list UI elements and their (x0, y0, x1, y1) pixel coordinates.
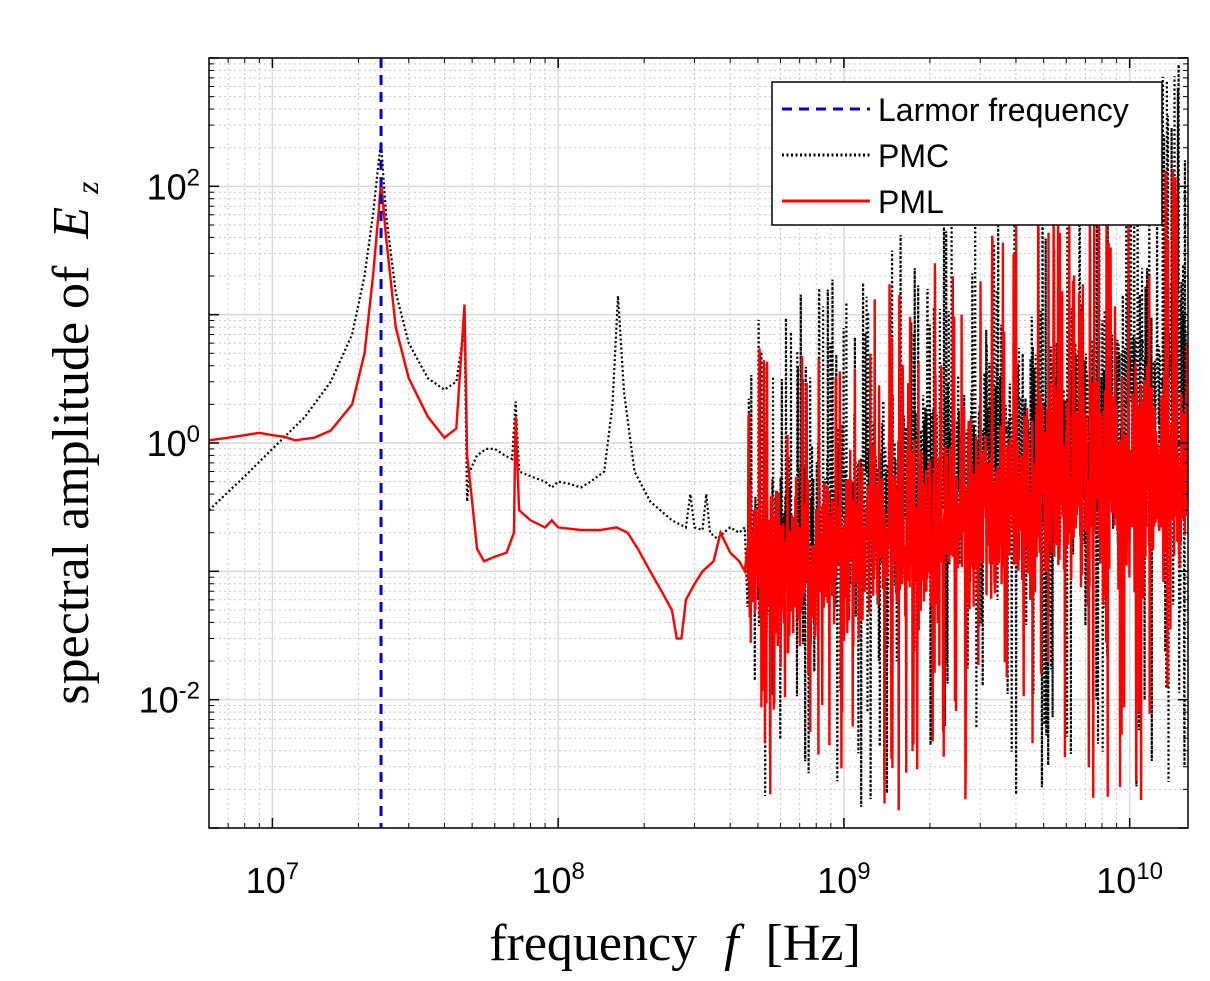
x-tick-label-base: 10 (531, 860, 571, 901)
y-tick-label: 10-2 (139, 678, 200, 721)
y-tick-label-exponent: -2 (179, 678, 200, 705)
x-axis-title: frequency f [Hz] (489, 915, 861, 972)
y-axis-title: spectral amplitude of E z (43, 181, 105, 705)
x-tick-label: 107 (246, 858, 299, 901)
y-axis-title-symbol: E (43, 207, 100, 240)
y-tick-label: 100 (147, 421, 200, 464)
legend-label-larmor: Larmor frequency (878, 92, 1129, 128)
y-tick-label-base: 10 (139, 680, 179, 721)
legend-label-pmc: PMC (878, 138, 949, 174)
x-tick-label-base: 10 (246, 860, 286, 901)
series-layer (209, 58, 1188, 828)
y-tick-label-base: 10 (147, 423, 187, 464)
x-axis-title-unit: [Hz] (766, 915, 861, 972)
pml-series-line (209, 168, 1188, 811)
x-tick-label-base: 10 (1096, 860, 1136, 901)
ticks-layer (208, 57, 1188, 829)
x-tick-label: 1010 (1096, 858, 1163, 901)
y-tick-label-base: 10 (147, 166, 187, 207)
x-axis-title-symbol: f (724, 915, 745, 972)
x-tick-labels: 107 108 109 1010 (246, 858, 1163, 901)
x-tick-label-exponent: 9 (857, 858, 870, 885)
x-tick-label-exponent: 8 (571, 858, 584, 885)
y-axis-title-subscript: z (69, 181, 105, 195)
x-tick-label-base: 10 (817, 860, 857, 901)
legend: Larmor frequency PMC PML (771, 81, 1163, 226)
y-tick-label-exponent: 0 (187, 421, 200, 448)
x-tick-label-exponent: 10 (1136, 858, 1163, 885)
x-axis-title-prefix: frequency (489, 915, 697, 972)
legend-label-pml: PML (878, 184, 944, 220)
x-tick-label: 108 (531, 858, 584, 901)
y-axis-title-prefix: spectral amplitude of (43, 265, 100, 705)
y-tick-label: 102 (147, 164, 200, 207)
x-tick-label: 109 (817, 858, 870, 901)
x-tick-label-exponent: 7 (286, 858, 299, 885)
y-tick-label-exponent: 2 (187, 164, 200, 191)
